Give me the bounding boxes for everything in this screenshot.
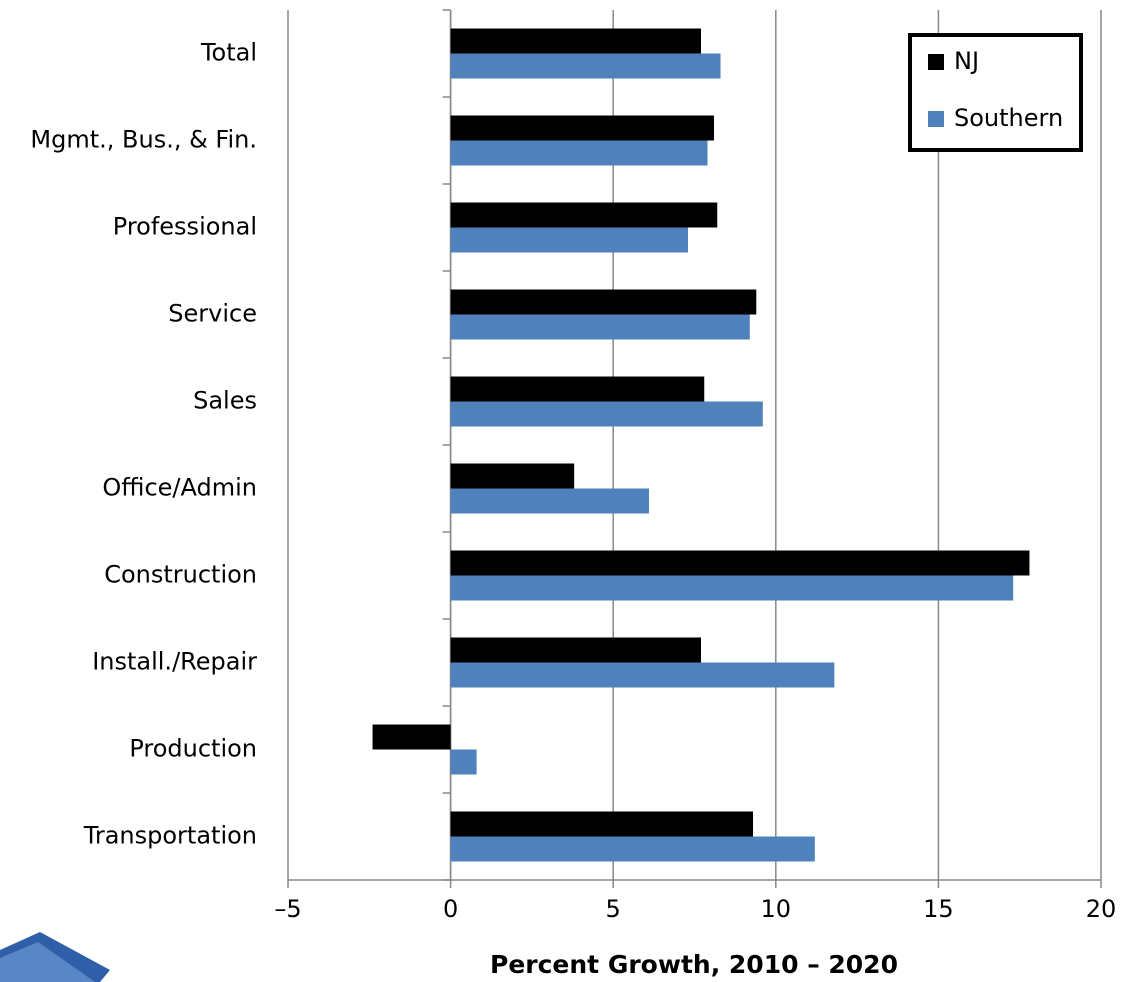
decoration — [0, 942, 95, 982]
bar — [450, 488, 649, 514]
legend-box — [908, 33, 1083, 152]
x-tick-label: 10 — [761, 895, 792, 923]
y-tick-label: Total — [200, 39, 257, 67]
bar — [450, 202, 718, 228]
bar — [372, 724, 451, 750]
bar — [450, 811, 754, 837]
y-tick-label: Construction — [104, 561, 257, 589]
legend-swatch — [928, 111, 944, 127]
bar — [450, 401, 763, 427]
x-tick-label: 20 — [1086, 895, 1117, 923]
y-tick-label: Production — [129, 735, 257, 763]
x-tick-label: 15 — [923, 895, 954, 923]
bar — [450, 637, 702, 663]
legend-swatch — [928, 54, 944, 70]
bar — [450, 749, 477, 775]
bar — [450, 314, 750, 340]
bar — [450, 836, 815, 862]
x-tick-label: 5 — [606, 895, 621, 923]
bar — [450, 662, 835, 688]
y-tick-label: Sales — [193, 387, 257, 415]
bar — [450, 376, 705, 402]
bar — [450, 28, 702, 54]
y-tick-label: Transportation — [83, 822, 257, 850]
bar — [450, 227, 688, 253]
legend-label: NJ — [954, 47, 979, 75]
y-tick-label: Service — [168, 300, 257, 328]
bar — [450, 463, 575, 489]
legend-label: Southern — [954, 104, 1063, 132]
x-tick-label: –5 — [274, 895, 301, 923]
bar — [450, 575, 1014, 601]
bar — [450, 289, 757, 315]
y-tick-label: Install./Repair — [92, 648, 257, 676]
bar — [450, 53, 721, 79]
bar — [450, 550, 1030, 576]
y-tick-label: Office/Admin — [102, 474, 257, 502]
y-tick-label: Professional — [113, 213, 257, 241]
x-axis-title: Percent Growth, 2010 – 2020 — [490, 950, 898, 979]
y-tick-label: Mgmt., Bus., & Fin. — [30, 126, 257, 154]
bar — [450, 115, 715, 141]
x-tick-label: 0 — [443, 895, 458, 923]
bar — [450, 140, 708, 166]
